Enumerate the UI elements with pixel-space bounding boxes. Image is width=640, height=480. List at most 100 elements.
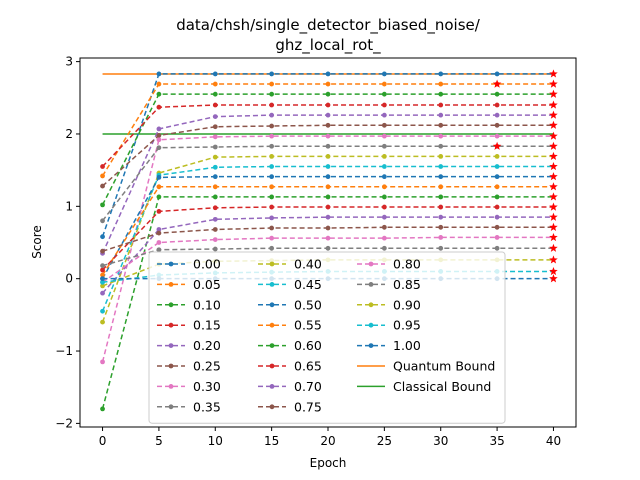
data-point (269, 194, 275, 200)
legend-label: Classical Bound (393, 379, 491, 394)
data-point (381, 164, 387, 169)
data-point (100, 267, 105, 273)
data-point (325, 214, 331, 220)
data-point (269, 154, 275, 159)
data-point (100, 308, 105, 314)
legend-label: 0.50 (294, 297, 322, 312)
series-line (101, 145, 554, 222)
data-point (212, 174, 218, 180)
legend-label: 0.05 (193, 277, 221, 292)
data-point (269, 133, 275, 139)
data-point (269, 174, 275, 180)
legend-label: 0.40 (294, 257, 322, 272)
legend-entry: 0.45 (258, 277, 322, 292)
data-point (438, 71, 444, 77)
series-0.25 (100, 122, 554, 189)
legend-label: 0.55 (294, 318, 322, 333)
best-score-star-marker (549, 243, 558, 252)
data-point (100, 283, 105, 289)
data-point (100, 263, 105, 269)
data-point (269, 143, 275, 149)
data-point (438, 194, 444, 200)
best-score-star-marker (549, 202, 558, 211)
series-0.55 (100, 184, 554, 278)
legend-label: 0.85 (393, 277, 421, 292)
best-score-star-marker (549, 69, 558, 78)
data-point (494, 224, 500, 230)
data-point (325, 133, 331, 139)
data-point (269, 204, 275, 210)
legend-entry: Quantum Bound (357, 359, 495, 374)
y-tick-label: 1 (65, 199, 73, 213)
series-line (101, 93, 554, 206)
data-point (212, 144, 218, 150)
data-point (269, 215, 275, 221)
series-line (101, 83, 554, 177)
data-point (494, 174, 500, 180)
data-point (494, 184, 500, 190)
data-point (494, 112, 500, 118)
best-score-star-marker (549, 162, 558, 171)
legend-marker (168, 384, 174, 389)
legend-entry: 0.55 (258, 318, 322, 333)
data-point (494, 91, 500, 97)
x-axis-label: Epoch (310, 456, 347, 470)
series-line (101, 175, 554, 280)
data-point (212, 194, 218, 200)
legend-entry: 0.75 (258, 399, 322, 414)
data-point (269, 81, 275, 87)
legend-entry: 0.60 (258, 338, 322, 353)
data-point (381, 133, 387, 139)
data-point (156, 91, 162, 97)
data-point (212, 216, 218, 222)
data-point (494, 204, 500, 210)
legend-label: 0.30 (193, 379, 221, 394)
x-tick-label: 0 (99, 434, 107, 448)
data-point (156, 71, 162, 77)
legend-marker (368, 343, 374, 348)
data-point (100, 359, 105, 365)
data-point (100, 173, 105, 179)
x-tick-label: 25 (377, 434, 392, 448)
series-0.70 (100, 214, 554, 296)
series-line (102, 236, 554, 283)
data-point (494, 133, 500, 139)
best-score-star-marker (549, 192, 558, 201)
data-point (438, 91, 444, 97)
legend-marker (168, 282, 174, 287)
data-point (100, 406, 105, 412)
data-point (100, 164, 105, 169)
legend-entry: 0.00 (157, 257, 221, 272)
data-point (381, 214, 387, 220)
best-score-star-marker (549, 151, 558, 161)
data-point (212, 164, 218, 170)
data-point (100, 276, 105, 282)
y-tick-label: −1 (55, 344, 73, 358)
data-point (381, 71, 387, 77)
data-point (438, 102, 444, 108)
data-point (100, 183, 105, 189)
data-point (212, 71, 218, 77)
data-point (494, 194, 500, 200)
best-score-star-marker (549, 232, 558, 242)
series-0.10 (100, 91, 554, 208)
data-point (438, 174, 444, 180)
legend-label: 0.25 (193, 359, 221, 374)
legend-marker (368, 322, 374, 328)
data-point (100, 279, 105, 285)
legend-label: 0.70 (294, 379, 322, 394)
best-score-star-marker (549, 120, 558, 129)
data-point (100, 272, 105, 278)
legend-entry: 0.50 (258, 297, 322, 312)
data-point (381, 184, 387, 190)
series-0.75 (100, 224, 554, 254)
data-point (438, 154, 444, 159)
legend-label: 0.75 (294, 399, 322, 414)
data-point (156, 184, 162, 190)
data-point (156, 227, 162, 232)
data-point (269, 71, 275, 77)
data-point (494, 102, 500, 108)
legend-entry: 1.00 (357, 338, 421, 353)
series-line (101, 73, 554, 237)
